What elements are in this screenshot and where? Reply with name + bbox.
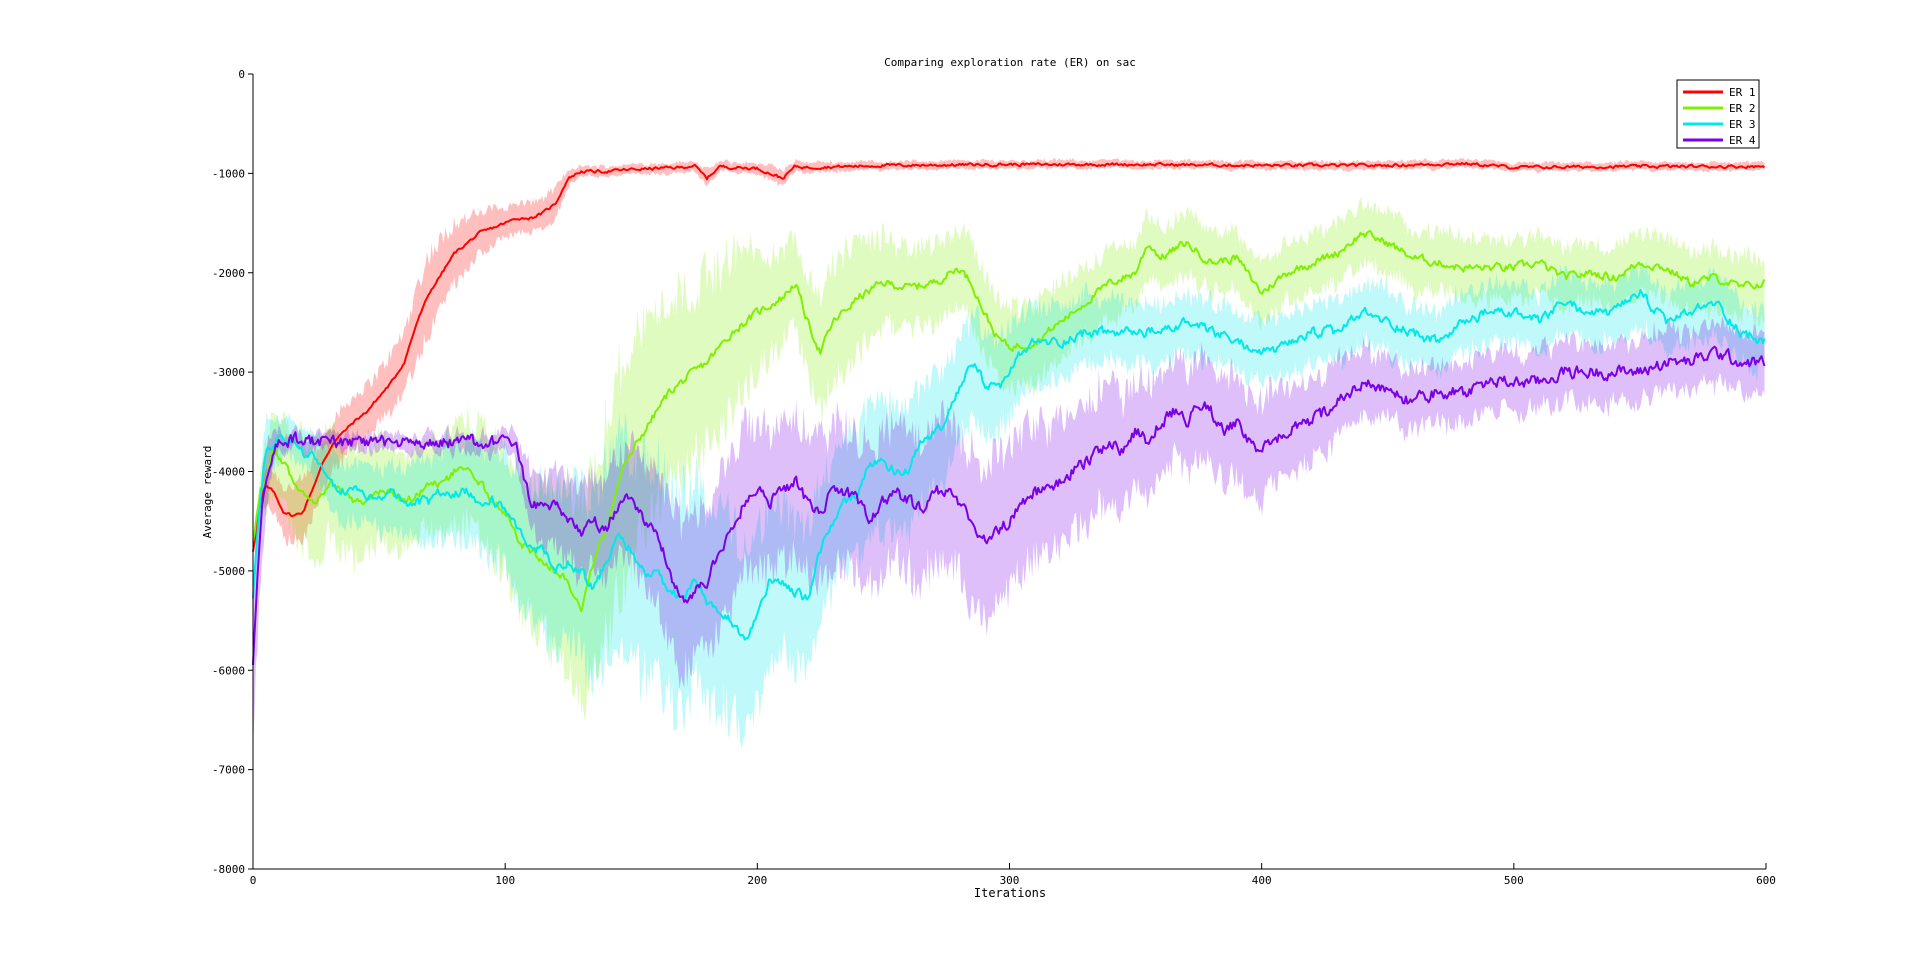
series-line-3 [252, 289, 1766, 641]
chart-title: Comparing exploration rate (ER) on sac [884, 56, 1136, 69]
y-tick-label: -1000 [212, 167, 245, 180]
x-tick-label: 0 [250, 874, 257, 887]
plot-area [252, 157, 1766, 752]
series-band-3 [253, 259, 1765, 750]
series-band-4 [253, 316, 1765, 752]
y-tick-label: -4000 [212, 466, 245, 479]
series-line-2 [252, 230, 1766, 613]
series-line-1 [252, 161, 1766, 552]
y-tick-label: -8000 [212, 863, 245, 876]
y-axis: -8000 -7000 -6000 -5000 -4000 -3000 -2000 -1000… [212, 68, 254, 876]
x-tick-label: 500 [1504, 874, 1524, 887]
x-tick-label: 200 [747, 874, 767, 887]
series-line-4 [252, 345, 1766, 665]
x-tick-label: 400 [1252, 874, 1272, 887]
y-axis-label: Average reward [201, 446, 214, 539]
x-tick-label: 300 [1000, 874, 1020, 887]
y-tick-label: 0 [238, 68, 245, 81]
x-tick-label: 600 [1756, 874, 1776, 887]
x-axis-label: Iterations [974, 886, 1046, 900]
series-band-2 [253, 196, 1765, 721]
legend-label: ER 3 [1729, 118, 1756, 131]
legend: ER 1 ER 2 ER 3 ER 4 [1676, 79, 1760, 149]
legend-label: ER 1 [1729, 86, 1756, 99]
y-tick-label: -2000 [212, 267, 245, 280]
y-tick-label: -5000 [212, 565, 245, 578]
legend-label: ER 4 [1729, 134, 1756, 147]
x-axis: 0 100 200 300 400 500 600 [250, 863, 1776, 887]
y-tick-label: -6000 [212, 664, 245, 677]
legend-label: ER 2 [1729, 102, 1756, 115]
y-tick-label: -3000 [212, 366, 245, 379]
y-tick-label: -7000 [212, 764, 245, 777]
x-tick-label: 100 [495, 874, 515, 887]
